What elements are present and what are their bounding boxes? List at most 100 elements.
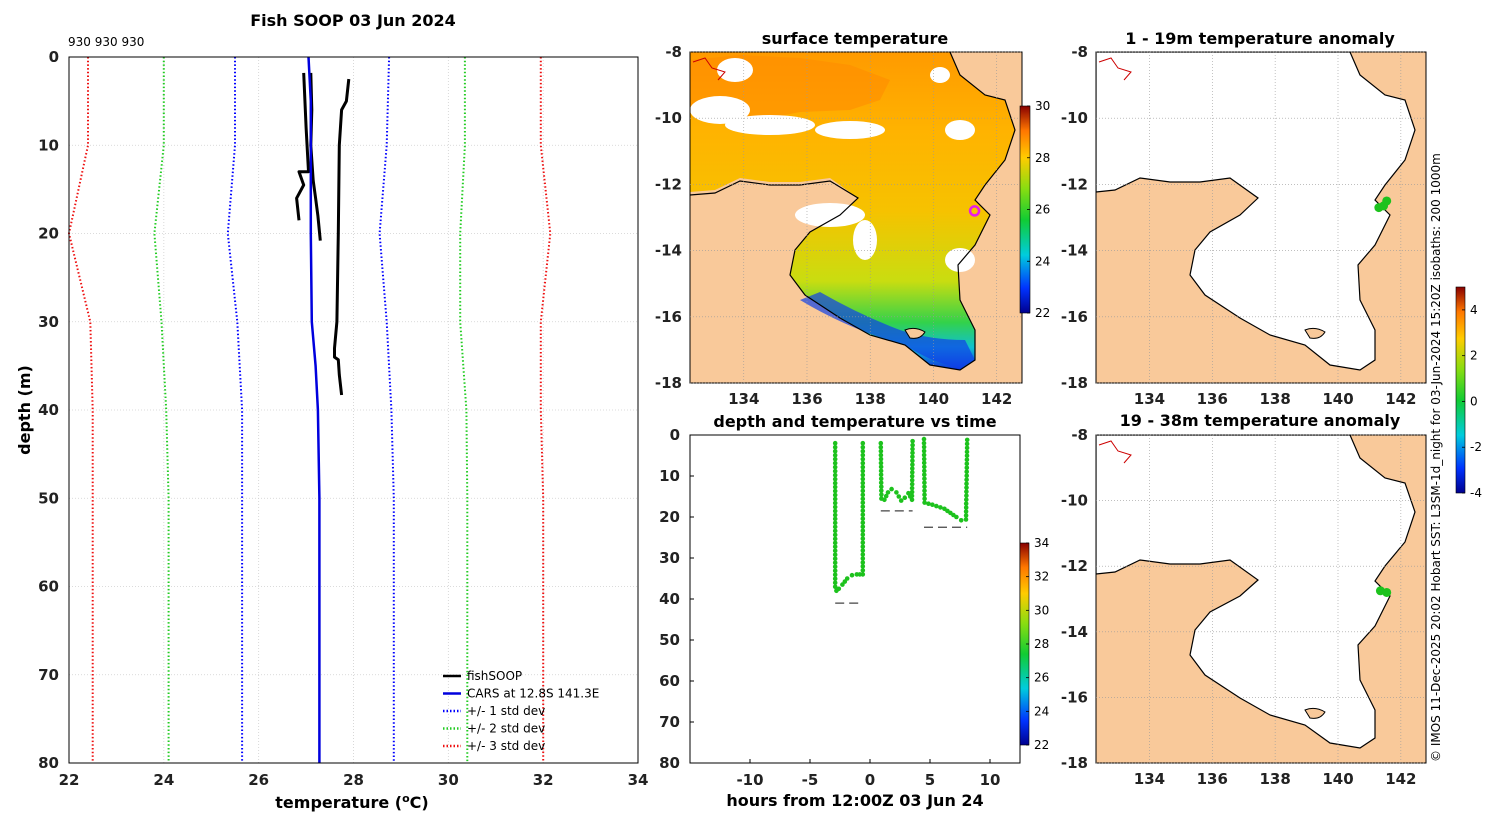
xtick-label: 28 — [343, 771, 364, 789]
profile-ticks: 22 24 26 28 30 32 34 0 10 20 30 40 50 60 70 80 — [38, 48, 648, 789]
ytick-label: 80 — [38, 754, 59, 772]
depth-point — [964, 457, 970, 463]
depth-point — [832, 508, 838, 514]
anom2-isobath — [1098, 440, 1132, 464]
depth-point — [898, 498, 904, 503]
depth-point — [832, 548, 838, 554]
depth-point — [860, 476, 866, 482]
depth-point — [832, 544, 838, 550]
depth-point — [922, 500, 927, 505]
ytick-label: -8 — [665, 43, 682, 61]
xtick-label: 138 — [855, 390, 886, 408]
depth-point — [878, 456, 884, 462]
colorbar-label: 2 — [1470, 349, 1478, 363]
depth-point — [909, 497, 915, 503]
depth-point — [860, 472, 866, 478]
depth-point — [922, 496, 927, 502]
depth-point — [860, 484, 866, 490]
xtick-label: 30 — [438, 771, 459, 789]
colorbar-label: 0 — [1470, 394, 1478, 408]
depth-point — [922, 468, 927, 474]
depth-point — [894, 490, 899, 495]
depth-point — [860, 460, 866, 466]
sst-title: surface temperature — [762, 29, 949, 48]
depth-point — [964, 497, 969, 502]
depth-point — [964, 469, 969, 475]
ytick-label: 40 — [38, 401, 59, 419]
sst-cloud-mask — [690, 58, 975, 272]
depth-point — [964, 485, 969, 490]
ytick-label: -10 — [1061, 109, 1088, 127]
series-line — [333, 78, 351, 396]
depth-point — [832, 500, 838, 506]
anom1-island — [1304, 327, 1326, 339]
ytick-label: -12 — [1061, 175, 1088, 193]
depth-point — [832, 468, 838, 474]
depth-point — [832, 504, 838, 510]
depth-point — [832, 540, 838, 546]
sst-map: surface temperature 134 136 138 140 14 — [655, 29, 1050, 408]
depth-point — [878, 460, 884, 466]
depth-point — [860, 568, 866, 573]
sst-field — [690, 52, 1016, 371]
sst-island — [904, 327, 926, 339]
depth-point — [922, 488, 927, 494]
depth-point — [832, 560, 838, 566]
legend-label: +/- 2 std dev — [467, 722, 545, 736]
anomaly-point — [1382, 196, 1392, 206]
ytick-label: -16 — [655, 308, 682, 326]
depth-point — [922, 492, 927, 498]
depth-point — [938, 505, 943, 510]
depth-point — [885, 490, 891, 495]
depth-point — [860, 500, 866, 506]
anom2-title: 19 - 38m temperature anomaly — [1120, 411, 1401, 430]
colorbar-label: 30 — [1035, 99, 1050, 113]
depth-point — [860, 516, 866, 521]
depth-point — [909, 481, 915, 487]
legend-label: +/- 3 std dev — [467, 739, 545, 753]
depth-point — [860, 464, 866, 470]
depth-point — [878, 448, 884, 454]
depth-point — [910, 458, 915, 464]
depth-point — [832, 484, 838, 490]
colorbar-label: 26 — [1034, 671, 1049, 685]
depth-point — [921, 452, 927, 458]
ytick-label: -10 — [1061, 492, 1088, 510]
anomaly-map-shallow: 1 - 19m temperature anomaly 134 136 138 140… — [1061, 29, 1427, 408]
depth-point — [963, 505, 969, 510]
xtick-label: 142 — [981, 390, 1012, 408]
ytick-label: -12 — [655, 175, 682, 193]
ytick-label: 70 — [659, 713, 680, 731]
depth-point — [860, 468, 866, 474]
depth-point — [860, 496, 866, 502]
anom1-points — [1374, 196, 1392, 213]
xtick-label: 134 — [1134, 390, 1165, 408]
colorbar-label: 30 — [1034, 603, 1049, 617]
depth-point — [832, 464, 838, 470]
series-line — [295, 72, 310, 221]
depth-point — [902, 495, 908, 501]
profile-chart: Fish SOOP 03 Jun 2024 930 930 930 22 24 26… — [15, 11, 648, 812]
depth-point — [860, 520, 866, 525]
ytick-label: -18 — [655, 374, 682, 392]
depth-point — [963, 509, 969, 514]
depth-point — [879, 484, 884, 490]
sst-cool-patch — [800, 292, 975, 368]
depth-point — [964, 461, 970, 467]
depth-point — [832, 444, 838, 450]
depth-point — [879, 488, 884, 493]
depth-point — [832, 448, 838, 454]
ytick-label: 0 — [49, 48, 59, 66]
depth-point — [964, 449, 970, 455]
depth-point — [963, 501, 969, 506]
depth-point — [921, 444, 927, 450]
depth-point — [832, 576, 838, 581]
ytick-label: 60 — [659, 672, 680, 690]
depth-point — [832, 456, 838, 462]
colorbar-label: 24 — [1034, 704, 1049, 718]
depth-point — [832, 568, 838, 574]
depth-point — [832, 520, 838, 526]
legend-label: CARS at 12.8S 141.3E — [467, 687, 599, 701]
xtick-label: 138 — [1259, 390, 1290, 408]
ytick-label: 60 — [38, 578, 59, 596]
